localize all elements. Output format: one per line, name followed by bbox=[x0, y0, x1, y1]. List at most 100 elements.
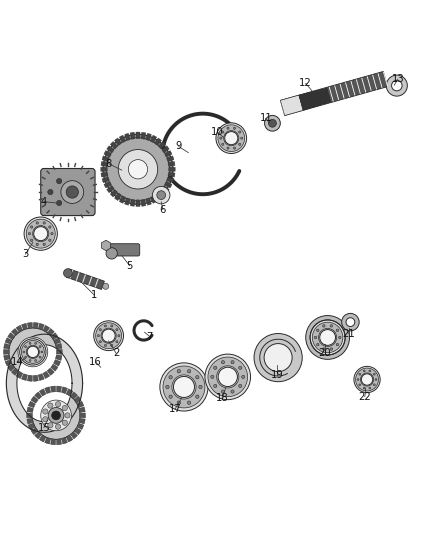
Polygon shape bbox=[280, 95, 303, 116]
Polygon shape bbox=[33, 322, 39, 329]
Circle shape bbox=[160, 363, 208, 411]
Polygon shape bbox=[165, 182, 172, 188]
Circle shape bbox=[48, 423, 53, 428]
Circle shape bbox=[360, 373, 374, 386]
Polygon shape bbox=[66, 435, 73, 442]
Polygon shape bbox=[7, 334, 82, 432]
Text: 3: 3 bbox=[22, 249, 28, 259]
Circle shape bbox=[233, 127, 236, 130]
Polygon shape bbox=[43, 325, 49, 333]
Text: 10: 10 bbox=[211, 127, 223, 137]
Circle shape bbox=[25, 346, 26, 348]
Polygon shape bbox=[35, 432, 42, 439]
Circle shape bbox=[222, 143, 224, 146]
Polygon shape bbox=[47, 368, 54, 375]
Text: 6: 6 bbox=[160, 205, 166, 215]
Circle shape bbox=[35, 360, 36, 361]
Polygon shape bbox=[79, 407, 85, 413]
Circle shape bbox=[233, 147, 236, 149]
Text: 7: 7 bbox=[147, 332, 153, 342]
Circle shape bbox=[166, 385, 169, 389]
Circle shape bbox=[320, 329, 336, 345]
Polygon shape bbox=[57, 350, 62, 354]
Circle shape bbox=[116, 329, 118, 330]
Circle shape bbox=[374, 373, 375, 375]
Polygon shape bbox=[146, 198, 152, 205]
Polygon shape bbox=[155, 193, 162, 200]
Circle shape bbox=[317, 329, 319, 332]
Polygon shape bbox=[119, 135, 126, 143]
Polygon shape bbox=[27, 375, 32, 381]
Polygon shape bbox=[31, 427, 38, 434]
Circle shape bbox=[29, 360, 31, 361]
Polygon shape bbox=[74, 396, 81, 403]
Polygon shape bbox=[61, 437, 67, 444]
Polygon shape bbox=[45, 387, 51, 393]
Polygon shape bbox=[28, 401, 35, 408]
Polygon shape bbox=[16, 325, 23, 333]
Circle shape bbox=[268, 119, 276, 127]
Polygon shape bbox=[28, 423, 35, 430]
Circle shape bbox=[361, 374, 373, 385]
Circle shape bbox=[346, 318, 355, 327]
Circle shape bbox=[43, 409, 48, 414]
Circle shape bbox=[26, 345, 39, 359]
Circle shape bbox=[369, 370, 371, 372]
Circle shape bbox=[51, 232, 53, 235]
Polygon shape bbox=[4, 343, 10, 349]
Circle shape bbox=[227, 147, 229, 149]
Circle shape bbox=[56, 424, 61, 429]
Circle shape bbox=[173, 376, 194, 398]
Circle shape bbox=[224, 131, 239, 146]
Circle shape bbox=[359, 384, 360, 386]
Circle shape bbox=[43, 243, 46, 246]
Text: 4: 4 bbox=[41, 197, 47, 207]
Text: 8: 8 bbox=[106, 159, 112, 168]
Circle shape bbox=[28, 348, 37, 356]
Polygon shape bbox=[50, 439, 56, 445]
Polygon shape bbox=[141, 132, 146, 139]
Circle shape bbox=[314, 336, 317, 338]
Circle shape bbox=[264, 344, 292, 372]
Polygon shape bbox=[77, 423, 84, 430]
Circle shape bbox=[36, 243, 39, 246]
Polygon shape bbox=[11, 368, 18, 375]
Polygon shape bbox=[136, 132, 140, 139]
Circle shape bbox=[392, 80, 402, 91]
Circle shape bbox=[99, 329, 101, 330]
Text: 14: 14 bbox=[11, 357, 24, 367]
Circle shape bbox=[336, 343, 339, 346]
Circle shape bbox=[32, 391, 80, 440]
Circle shape bbox=[111, 344, 113, 346]
Circle shape bbox=[41, 351, 43, 353]
Circle shape bbox=[103, 134, 173, 204]
Polygon shape bbox=[124, 133, 130, 141]
Circle shape bbox=[239, 143, 241, 146]
Circle shape bbox=[28, 232, 31, 235]
Circle shape bbox=[128, 159, 148, 179]
Circle shape bbox=[101, 328, 116, 343]
Circle shape bbox=[375, 378, 377, 381]
Circle shape bbox=[323, 325, 325, 327]
Polygon shape bbox=[71, 432, 78, 439]
Circle shape bbox=[106, 248, 117, 259]
Polygon shape bbox=[146, 133, 152, 141]
Polygon shape bbox=[150, 196, 157, 203]
Polygon shape bbox=[114, 193, 121, 200]
Polygon shape bbox=[39, 435, 46, 442]
Polygon shape bbox=[27, 418, 33, 424]
Polygon shape bbox=[79, 418, 85, 424]
Text: 18: 18 bbox=[216, 393, 228, 403]
Polygon shape bbox=[66, 389, 73, 396]
Circle shape bbox=[242, 375, 245, 378]
Polygon shape bbox=[114, 138, 121, 146]
Polygon shape bbox=[67, 269, 104, 289]
Polygon shape bbox=[47, 328, 54, 336]
Circle shape bbox=[27, 346, 39, 358]
Circle shape bbox=[177, 401, 180, 405]
Polygon shape bbox=[110, 142, 117, 149]
Circle shape bbox=[169, 376, 172, 379]
Circle shape bbox=[163, 366, 205, 408]
Circle shape bbox=[111, 325, 113, 327]
Circle shape bbox=[104, 325, 106, 327]
